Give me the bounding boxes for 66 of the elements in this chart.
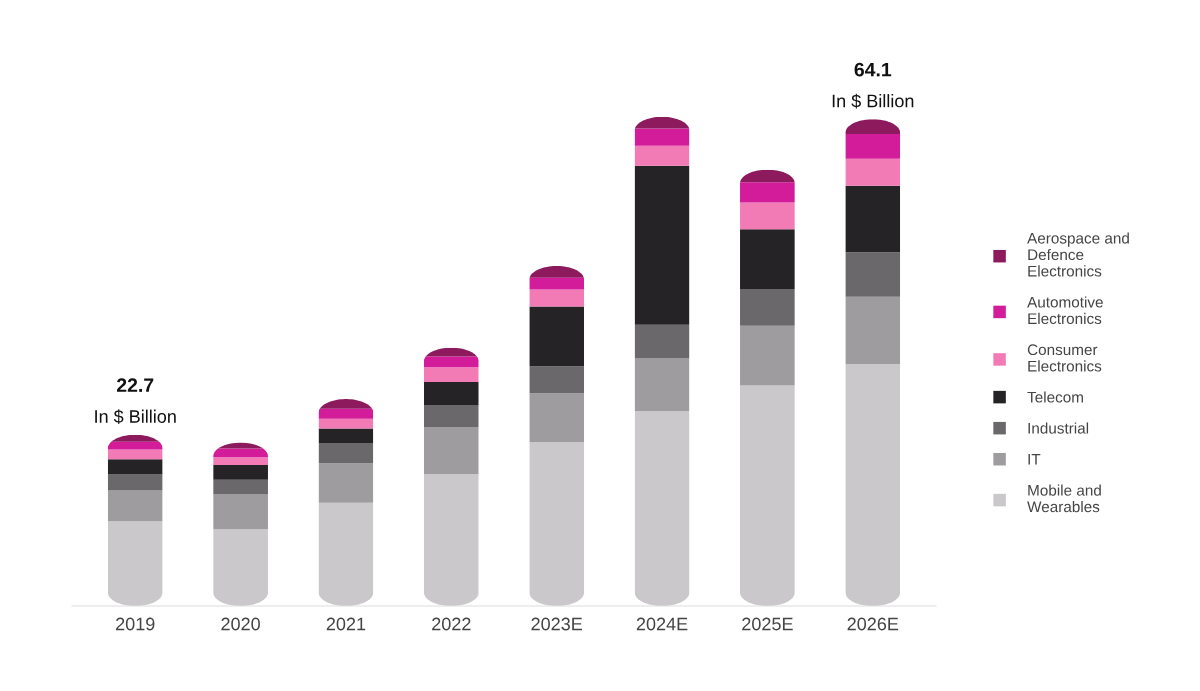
bar: [740, 182, 795, 203]
annotation: In $ Billion: [832, 93, 914, 109]
annotation: In $ Billion: [95, 409, 176, 424]
bar: [529, 277, 585, 290]
x-tick-label: 2021: [326, 617, 366, 631]
legend-label: Telecom: [1027, 391, 1083, 403]
legend-label: IT: [1028, 454, 1041, 465]
bar: [318, 418, 374, 429]
bar: [529, 289, 585, 307]
bar: [634, 145, 690, 166]
bar: [213, 465, 268, 480]
bar: [845, 252, 901, 297]
x-tick-label: 2020: [221, 617, 260, 631]
bar: [529, 366, 585, 394]
legend-label: Automotive Electronics: [1027, 296, 1103, 325]
bar: [107, 459, 163, 475]
bar: [845, 158, 901, 186]
legend-label: Industrial: [1028, 422, 1089, 434]
bar: [634, 324, 690, 359]
bar: [423, 356, 479, 368]
bar: [529, 393, 585, 443]
legend-label: Consumer Electronics: [1027, 344, 1102, 372]
bar: [634, 165, 690, 325]
bar: [423, 473, 479, 606]
legend-label: Aerospace and Defence Electronics: [1027, 232, 1129, 277]
bar: [423, 404, 479, 427]
bar: [845, 133, 901, 159]
bar: [740, 229, 795, 289]
bar: [107, 474, 163, 491]
bar: [529, 442, 585, 606]
bar: [318, 443, 374, 464]
x-tick-label: 2025E: [742, 617, 793, 631]
x-tick-label: 2019: [116, 617, 155, 631]
bar: [318, 408, 374, 419]
bar: [845, 364, 901, 606]
bar: [740, 325, 795, 386]
bar: [107, 490, 163, 522]
bar: [423, 381, 479, 405]
bar: [318, 502, 374, 606]
x-tick-label: 2023E: [531, 617, 583, 631]
bar: [634, 411, 690, 606]
bar: [634, 358, 690, 412]
bar: [845, 296, 901, 365]
annotation: 64.1: [854, 62, 892, 77]
bar: [423, 426, 479, 474]
bar: [107, 449, 163, 460]
bar: [740, 202, 795, 230]
bar: [213, 529, 268, 606]
bar: [107, 521, 163, 606]
bar: [529, 306, 585, 367]
bar: [213, 479, 268, 495]
legend-label: Mobile and Wearables: [1027, 484, 1101, 513]
bar: [213, 457, 268, 466]
x-tick-label: 2026E: [847, 617, 899, 631]
bar: [634, 128, 690, 146]
bar: [740, 289, 795, 326]
bar: [318, 463, 374, 503]
bar: [318, 428, 374, 444]
x-tick-label: 2024E: [636, 617, 688, 631]
bar: [845, 185, 901, 253]
bar: [423, 367, 479, 382]
annotation: 22.7: [116, 378, 154, 392]
bar: [213, 448, 268, 458]
bar: [213, 494, 268, 530]
x-tick-label: 2022: [432, 617, 471, 631]
bar: [740, 385, 795, 606]
